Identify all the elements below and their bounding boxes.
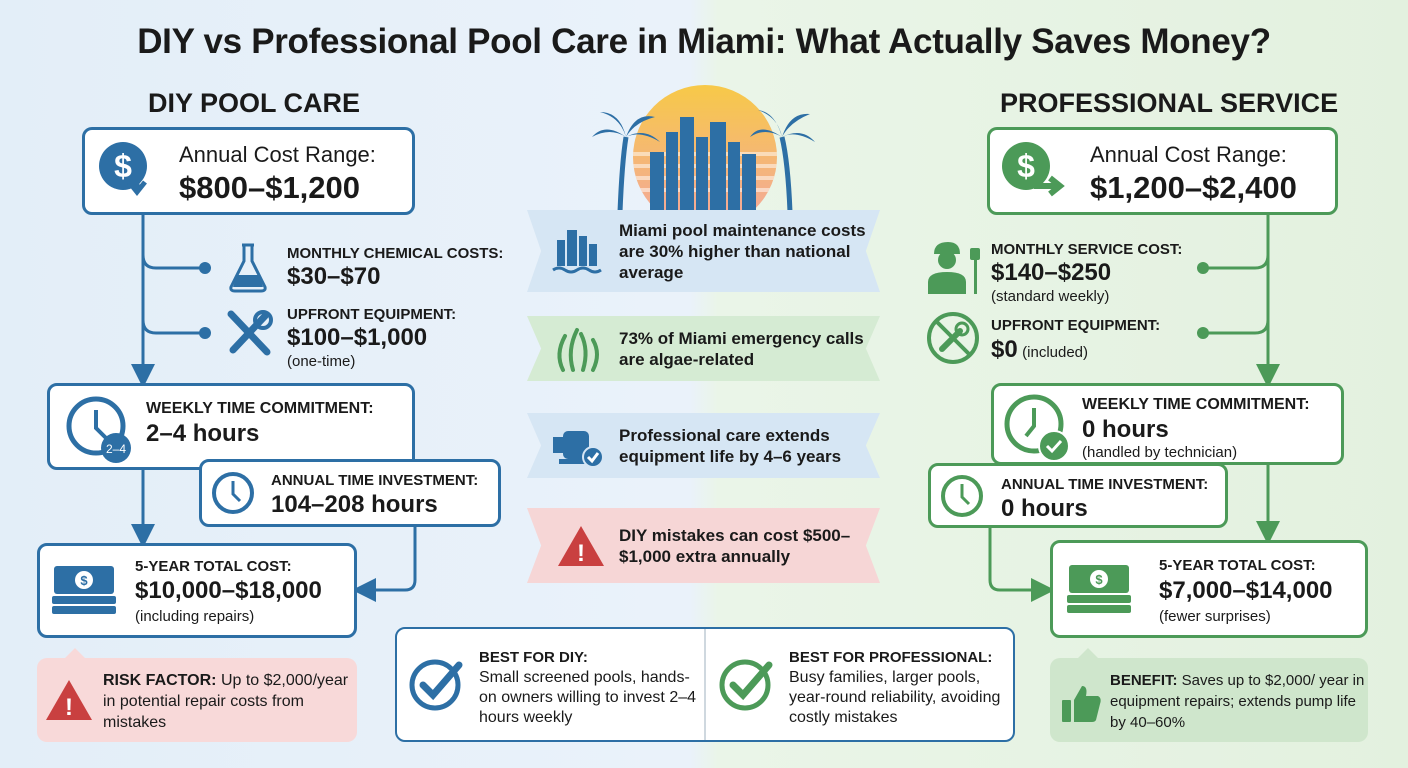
five-year-value: $10,000–$18,000	[135, 577, 322, 604]
best-pro-label: BEST FOR PROFESSIONAL:	[789, 649, 993, 666]
service-note: (standard weekly)	[991, 288, 1110, 305]
check-circle-icon	[409, 659, 463, 711]
pro-heading: PROFESSIONAL SERVICE	[1000, 88, 1339, 118]
best-pro-text: Busy families, larger pools, year-round …	[789, 669, 1001, 726]
service-label: MONTHLY SERVICE COST:	[991, 241, 1183, 258]
risk-callout: ! RISK FACTOR: Up to $2,000/year in pote…	[37, 648, 357, 742]
pro-weekly-time-card: WEEKLY TIME COMMITMENT: 0 hours (handled…	[991, 383, 1344, 465]
pro-five-year-card: $ 5-YEAR TOTAL COST: $7,000–$14,000 (few…	[1050, 540, 1368, 638]
svg-text:2–4: 2–4	[106, 442, 126, 456]
cash-stack-icon: $	[52, 566, 116, 614]
fact-banner: ! DIY mistakes can cost $500–$1,000 extr…	[527, 508, 880, 583]
annual-time-label: ANNUAL TIME INVESTMENT:	[271, 472, 479, 489]
annual-time-label: ANNUAL TIME INVESTMENT:	[1001, 476, 1209, 493]
city-water-icon	[552, 230, 602, 274]
best-diy-label: BEST FOR DIY:	[479, 649, 588, 666]
equip-value: $0	[991, 336, 1018, 363]
diy-annual-time-card: ANNUAL TIME INVESTMENT: 104–208 hours	[199, 459, 501, 527]
benefit-label: BENEFIT:	[1110, 672, 1178, 689]
svg-text:!: !	[577, 540, 585, 567]
clock-check-icon	[1004, 394, 1070, 462]
equip-note: (included)	[1022, 344, 1089, 361]
service-value: $140–$250	[991, 259, 1112, 286]
five-year-label: 5-YEAR TOTAL COST:	[135, 558, 292, 575]
annual-time-value: 104–208 hours	[271, 491, 438, 518]
clock-icon	[212, 472, 254, 514]
svg-text:!: !	[65, 694, 73, 721]
weekly-value: 2–4 hours	[146, 420, 260, 447]
annual-cost-label: Annual Cost Range:	[1090, 142, 1287, 167]
fact-text: DIY mistakes can cost $500–$1,000 extra …	[619, 525, 851, 566]
algae-icon	[557, 328, 599, 372]
five-year-value: $7,000–$14,000	[1159, 577, 1333, 604]
diy-annual-cost-card: $ Annual Cost Range: $800–$1,200	[82, 127, 415, 215]
miami-skyline-illustration	[592, 85, 815, 229]
thumbs-up-icon	[1062, 686, 1101, 722]
equip-label: UPFRONT EQUIPMENT:	[287, 306, 457, 323]
chem-value: $30–$70	[287, 263, 381, 290]
clock-icon	[941, 475, 983, 517]
equip-value: $100–$1,000	[287, 324, 428, 351]
annual-cost-value: $800–$1,200	[179, 170, 361, 205]
pro-annual-time-card: ANNUAL TIME INVESTMENT: 0 hours	[928, 463, 1228, 528]
diy-five-year-card: $ 5-YEAR TOTAL COST: $10,000–$18,000 (in…	[37, 543, 357, 638]
svg-text:$: $	[1017, 148, 1035, 184]
svg-text:$: $	[80, 573, 88, 588]
fact-text: 73% of Miami emergency calls are algae-r…	[619, 328, 864, 369]
diy-weekly-time-card: 2–4 WEEKLY TIME COMMITMENT: 2–4 hours	[47, 383, 415, 470]
fact-banner: Professional care extends equipment life…	[527, 413, 880, 478]
five-year-note: (including repairs)	[135, 608, 255, 625]
warning-icon: !	[46, 680, 92, 721]
check-circle-icon	[719, 659, 773, 711]
warning-icon: !	[558, 526, 604, 567]
annual-cost-label: Annual Cost Range:	[179, 142, 376, 167]
fact-banner: Miami pool maintenance costs are 30% hig…	[527, 210, 880, 292]
weekly-label: WEEKLY TIME COMMITMENT:	[146, 400, 374, 417]
benefit-text: Saves up to $2,000/ year in equipment re…	[1110, 672, 1365, 731]
tools-icon	[227, 310, 273, 356]
dollar-down-icon: $	[99, 142, 147, 197]
five-year-note: (fewer surprises)	[1159, 608, 1271, 625]
weekly-label: WEEKLY TIME COMMITMENT:	[1082, 396, 1310, 413]
svg-text:$: $	[114, 148, 132, 184]
no-tools-icon	[927, 312, 979, 364]
dollar-arrow-icon: $	[1002, 142, 1065, 197]
best-for-panel: BEST FOR DIY: Small screened pools, hand…	[395, 627, 1015, 742]
benefit-callout: BENEFIT: Saves up to $2,000/ year in equ…	[1050, 648, 1368, 742]
weekly-note: (handled by technician)	[1082, 444, 1238, 461]
technician-icon	[928, 242, 980, 294]
svg-text:$: $	[1095, 572, 1103, 587]
chem-label: MONTHLY CHEMICAL COSTS:	[287, 245, 504, 262]
equip-label: UPFRONT EQUIPMENT:	[991, 317, 1161, 334]
risk-label: RISK FACTOR:	[103, 672, 217, 689]
fact-text: Miami pool maintenance costs are 30% hig…	[619, 220, 866, 282]
pump-check-icon	[553, 431, 604, 468]
page-title: DIY vs Professional Pool Care in Miami: …	[137, 22, 1271, 61]
fact-banner: 73% of Miami emergency calls are algae-r…	[527, 316, 880, 381]
five-year-label: 5-YEAR TOTAL COST:	[1159, 557, 1316, 574]
annual-time-value: 0 hours	[1001, 495, 1088, 522]
equip-note: (one-time)	[287, 353, 356, 370]
fact-text: Professional care extends equipment life…	[619, 425, 842, 466]
weekly-value: 0 hours	[1082, 416, 1169, 443]
diy-heading: DIY POOL CARE	[148, 88, 361, 118]
cash-stack-icon: $	[1067, 565, 1131, 613]
clock-icon: 2–4	[66, 396, 131, 463]
flask-icon	[229, 243, 267, 293]
risk-text: Up to $2,000/year in potential repair co…	[103, 672, 349, 731]
best-diy-text: Small screened pools, hands-on owners wi…	[479, 669, 697, 726]
annual-cost-value: $1,200–$2,400	[1090, 170, 1297, 205]
pro-annual-cost-card: $ Annual Cost Range: $1,200–$2,400	[987, 127, 1338, 215]
